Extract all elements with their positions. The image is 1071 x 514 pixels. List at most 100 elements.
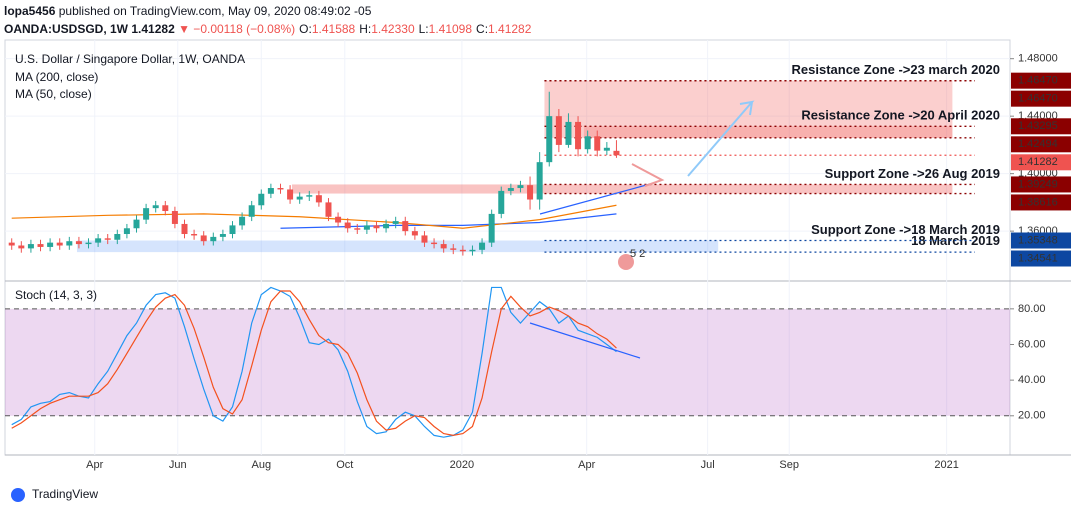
candle-body xyxy=(200,235,207,242)
x-tick-label: Apr xyxy=(578,459,595,471)
price-label-bg xyxy=(1011,232,1071,249)
candle-body xyxy=(114,234,121,240)
stoch-line xyxy=(11,290,617,437)
candle-body xyxy=(469,249,476,252)
footer: TradingView xyxy=(32,487,98,501)
zone xyxy=(544,80,953,138)
candle-body xyxy=(383,223,390,229)
price-label: 1.42494 xyxy=(1018,138,1058,150)
quote: OANDA:USDSGD, 1W 1.41282 ▼ −0.00118 (−0.… xyxy=(4,22,532,36)
candle-body xyxy=(47,242,54,247)
candle-body xyxy=(392,221,399,224)
candle-body xyxy=(171,211,178,224)
stoch-band xyxy=(5,308,1010,416)
header: lopa5456 published on TradingView.com, M… xyxy=(4,4,372,18)
candle-body xyxy=(95,238,102,243)
price-label-bg xyxy=(1011,250,1071,267)
legend-entry: MA (200, close) xyxy=(15,70,98,84)
zone-label: Support Zone ->18 March 2019 xyxy=(811,222,1000,237)
candle-body xyxy=(191,234,198,236)
ohlc-label: O: xyxy=(299,22,312,36)
candle-body xyxy=(27,244,34,249)
y-tick-label: 40.00 xyxy=(1018,374,1046,386)
badge: 5 2 xyxy=(630,248,645,260)
price-label: 1.38616 xyxy=(1018,196,1058,208)
zone xyxy=(583,126,953,138)
x-tick-label: Apr xyxy=(86,459,103,471)
candle-body xyxy=(37,244,44,247)
candle-body xyxy=(440,244,447,249)
price-label: 1.46470 xyxy=(1018,93,1058,105)
candle-body xyxy=(575,121,582,150)
candle-body xyxy=(594,136,601,151)
candle-body xyxy=(56,242,63,246)
candle-body xyxy=(498,190,505,214)
candle-body xyxy=(277,188,284,190)
zone xyxy=(76,240,719,253)
candle-body xyxy=(18,245,25,249)
price-label: 1.46470 xyxy=(1018,75,1058,87)
published: published on TradingView.com, May 09, 20… xyxy=(59,4,372,18)
price-label-bg xyxy=(1011,194,1071,211)
ohlc-label: C: xyxy=(476,22,488,36)
arrow xyxy=(631,163,665,187)
candle-body xyxy=(421,235,428,243)
y-tick-label: 60.00 xyxy=(1018,338,1046,350)
price-label: 1.39249 xyxy=(1018,178,1058,190)
stoch-title: Stoch (14, 3, 3) xyxy=(15,288,97,302)
ohlc-value: 1.41588 xyxy=(312,22,356,36)
zone xyxy=(292,184,953,194)
x-tick-label: 2021 xyxy=(934,459,958,471)
ohlc-label: H: xyxy=(359,22,371,36)
candle-body xyxy=(66,241,73,246)
candle-body xyxy=(287,189,294,200)
y-tick-label: 80.00 xyxy=(1018,303,1046,315)
price-label: 1.34541 xyxy=(1018,252,1058,264)
candle-body xyxy=(229,225,236,235)
symbol: OANDA:USDSGD, 1W xyxy=(4,22,129,36)
price-label-bg xyxy=(1011,118,1071,135)
trend-line xyxy=(529,322,641,359)
price-label: 1.41282 xyxy=(1018,156,1058,168)
candle-body xyxy=(335,216,342,223)
candle-body xyxy=(613,150,620,156)
candle-body xyxy=(584,136,591,150)
candle-body xyxy=(354,228,361,230)
plot: Apr Jun Aug Oct 2020 Apr Jul Sep 20211.480001.44… xyxy=(5,40,1071,471)
candle-body xyxy=(373,225,380,229)
price-label-bg xyxy=(1011,176,1071,193)
candle-body xyxy=(363,225,370,230)
candle-body xyxy=(315,195,322,203)
candle-body xyxy=(431,242,438,245)
x-tick-label: Aug xyxy=(252,459,272,471)
price-label: 1.43295 xyxy=(1018,120,1058,132)
candle-body xyxy=(219,234,226,237)
candle-body xyxy=(555,116,562,145)
candle-body xyxy=(344,222,351,229)
ohlc: O:1.41588 H:1.42330 L:1.41098 C:1.41282 xyxy=(299,22,532,36)
candle-body xyxy=(536,162,543,200)
chart-title: U.S. Dollar / Singapore Dollar, 1W, OAND… xyxy=(15,52,245,66)
legend-entry: MA (50, close) xyxy=(15,87,92,101)
trend-line xyxy=(539,183,651,215)
candle-body xyxy=(546,116,553,163)
candle-body xyxy=(162,205,169,212)
ohlc-value: 1.42330 xyxy=(371,22,415,36)
price-label-bg xyxy=(1011,90,1071,107)
ohlc-value: 1.41098 xyxy=(429,22,473,36)
x-tick-label: Jul xyxy=(701,459,715,471)
candle-body xyxy=(459,249,466,252)
candle-body xyxy=(507,188,514,191)
candle-body xyxy=(267,188,274,194)
candle-body xyxy=(325,202,332,217)
candle-body xyxy=(152,205,159,209)
candle-body xyxy=(603,147,610,151)
candle-body xyxy=(239,216,246,226)
ohlc-value: 1.41282 xyxy=(488,22,532,36)
x-tick-label: Oct xyxy=(336,459,353,471)
logo xyxy=(11,488,25,502)
candle-body xyxy=(402,221,409,232)
candle-body xyxy=(143,208,150,220)
price-label: 1.35348 xyxy=(1018,234,1058,246)
